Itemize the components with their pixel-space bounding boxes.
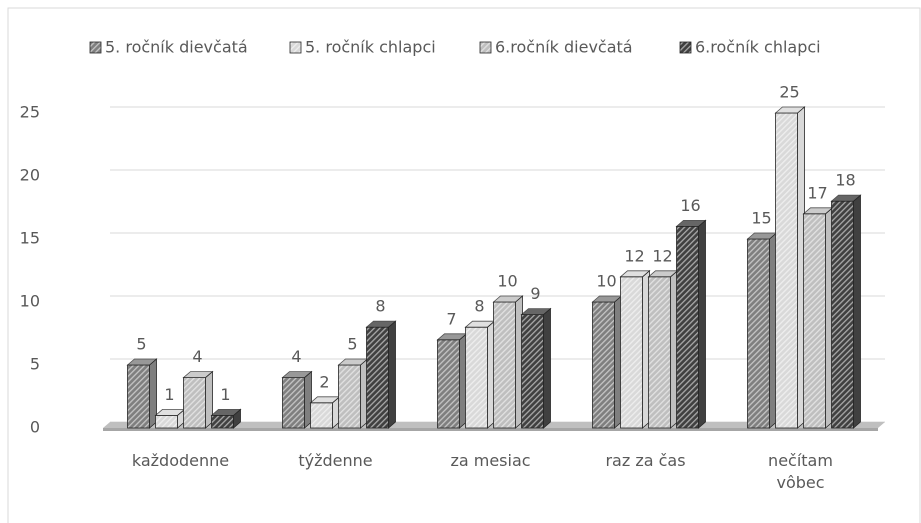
x-tick-label: nečítam vôbec [768, 451, 833, 492]
bar-front [803, 213, 826, 429]
data-label: 16 [680, 196, 700, 215]
bar-side [853, 194, 861, 429]
bar [746, 232, 778, 429]
bar [281, 370, 313, 429]
bar-front [775, 112, 798, 429]
y-tick-label: 5 [30, 355, 40, 374]
legend-label: 6.ročník dievčatá [495, 38, 633, 57]
bar-front [493, 301, 516, 429]
legend-swatch [479, 41, 492, 54]
bar-front [465, 326, 488, 429]
bar-front [366, 326, 389, 429]
bar-front [620, 276, 643, 429]
legend-label: 5. ročník chlapci [305, 38, 436, 57]
data-label: 10 [497, 272, 517, 291]
bar-front [155, 414, 178, 429]
bar-top [281, 371, 313, 379]
bar [464, 320, 496, 429]
data-label: 12 [624, 246, 644, 265]
bar-front [183, 377, 206, 429]
bar [520, 307, 552, 429]
bar [830, 194, 862, 429]
legend-label: 6.ročník chlapci [695, 38, 821, 57]
data-label: 1 [164, 385, 174, 404]
bar [619, 269, 651, 429]
bar-front [310, 402, 333, 429]
legend-swatch [289, 41, 302, 54]
y-tick-label: 15 [20, 229, 40, 248]
y-tick-label: 10 [20, 292, 40, 311]
bar-front [437, 339, 460, 429]
data-label: 2 [319, 372, 329, 391]
data-label: 4 [192, 347, 202, 366]
x-tick-label: za mesiac [450, 451, 531, 470]
x-tick-label: týždenne [298, 451, 373, 470]
y-tick-label: 0 [30, 418, 40, 437]
data-label: 10 [596, 272, 616, 291]
bar-front [282, 377, 305, 429]
bar [126, 358, 158, 429]
y-tick-label: 25 [20, 103, 40, 122]
bar-front [676, 225, 699, 429]
bar-side [388, 320, 396, 429]
data-label: 7 [446, 309, 456, 328]
x-tick-label: raz za čas [605, 451, 686, 470]
bar [591, 295, 623, 429]
bar [154, 408, 186, 429]
data-label: 12 [652, 246, 672, 265]
bar-top [365, 320, 397, 328]
legend-label: 5. ročník dievčatá [105, 38, 248, 57]
y-tick-label: 20 [20, 166, 40, 185]
bar-front [521, 314, 544, 429]
bar-top [210, 408, 242, 416]
data-label: 18 [835, 171, 855, 190]
bar [436, 332, 468, 429]
bar-top [126, 358, 158, 366]
bar [647, 269, 679, 429]
bar-top [774, 106, 806, 114]
bar-top [492, 295, 524, 303]
data-label: 9 [530, 284, 540, 303]
bar [365, 320, 397, 429]
bar-top [182, 371, 214, 379]
legend-swatch [679, 41, 692, 54]
bar-side [698, 219, 706, 429]
data-label: 4 [291, 347, 301, 366]
bar [774, 106, 806, 429]
bar [210, 408, 242, 429]
data-label: 1 [220, 385, 230, 404]
bar-front [592, 301, 615, 429]
bar [492, 295, 524, 429]
bar-front [747, 238, 770, 429]
bar [337, 358, 369, 429]
bar-top [619, 270, 651, 278]
bar [802, 206, 834, 429]
bar [309, 395, 341, 429]
bar-front [648, 276, 671, 429]
bar-top [830, 194, 862, 202]
data-label: 17 [807, 183, 827, 202]
data-label: 5 [136, 335, 146, 354]
bar-front [127, 364, 150, 429]
data-label: 5 [347, 335, 357, 354]
data-label: 15 [751, 209, 771, 228]
data-label: 8 [375, 297, 385, 316]
x-tick-label: každodenne [131, 451, 230, 470]
bar [675, 219, 707, 429]
bar-front [338, 364, 361, 429]
floor-edge [103, 428, 878, 431]
bar-side [543, 307, 551, 429]
bar-front [831, 200, 854, 429]
data-label: 8 [474, 297, 484, 316]
bar-front [211, 414, 234, 429]
bar-top [675, 219, 707, 227]
data-label: 25 [779, 83, 799, 102]
legend-swatch [89, 41, 102, 54]
bar-top [520, 308, 552, 316]
bar [182, 370, 214, 429]
